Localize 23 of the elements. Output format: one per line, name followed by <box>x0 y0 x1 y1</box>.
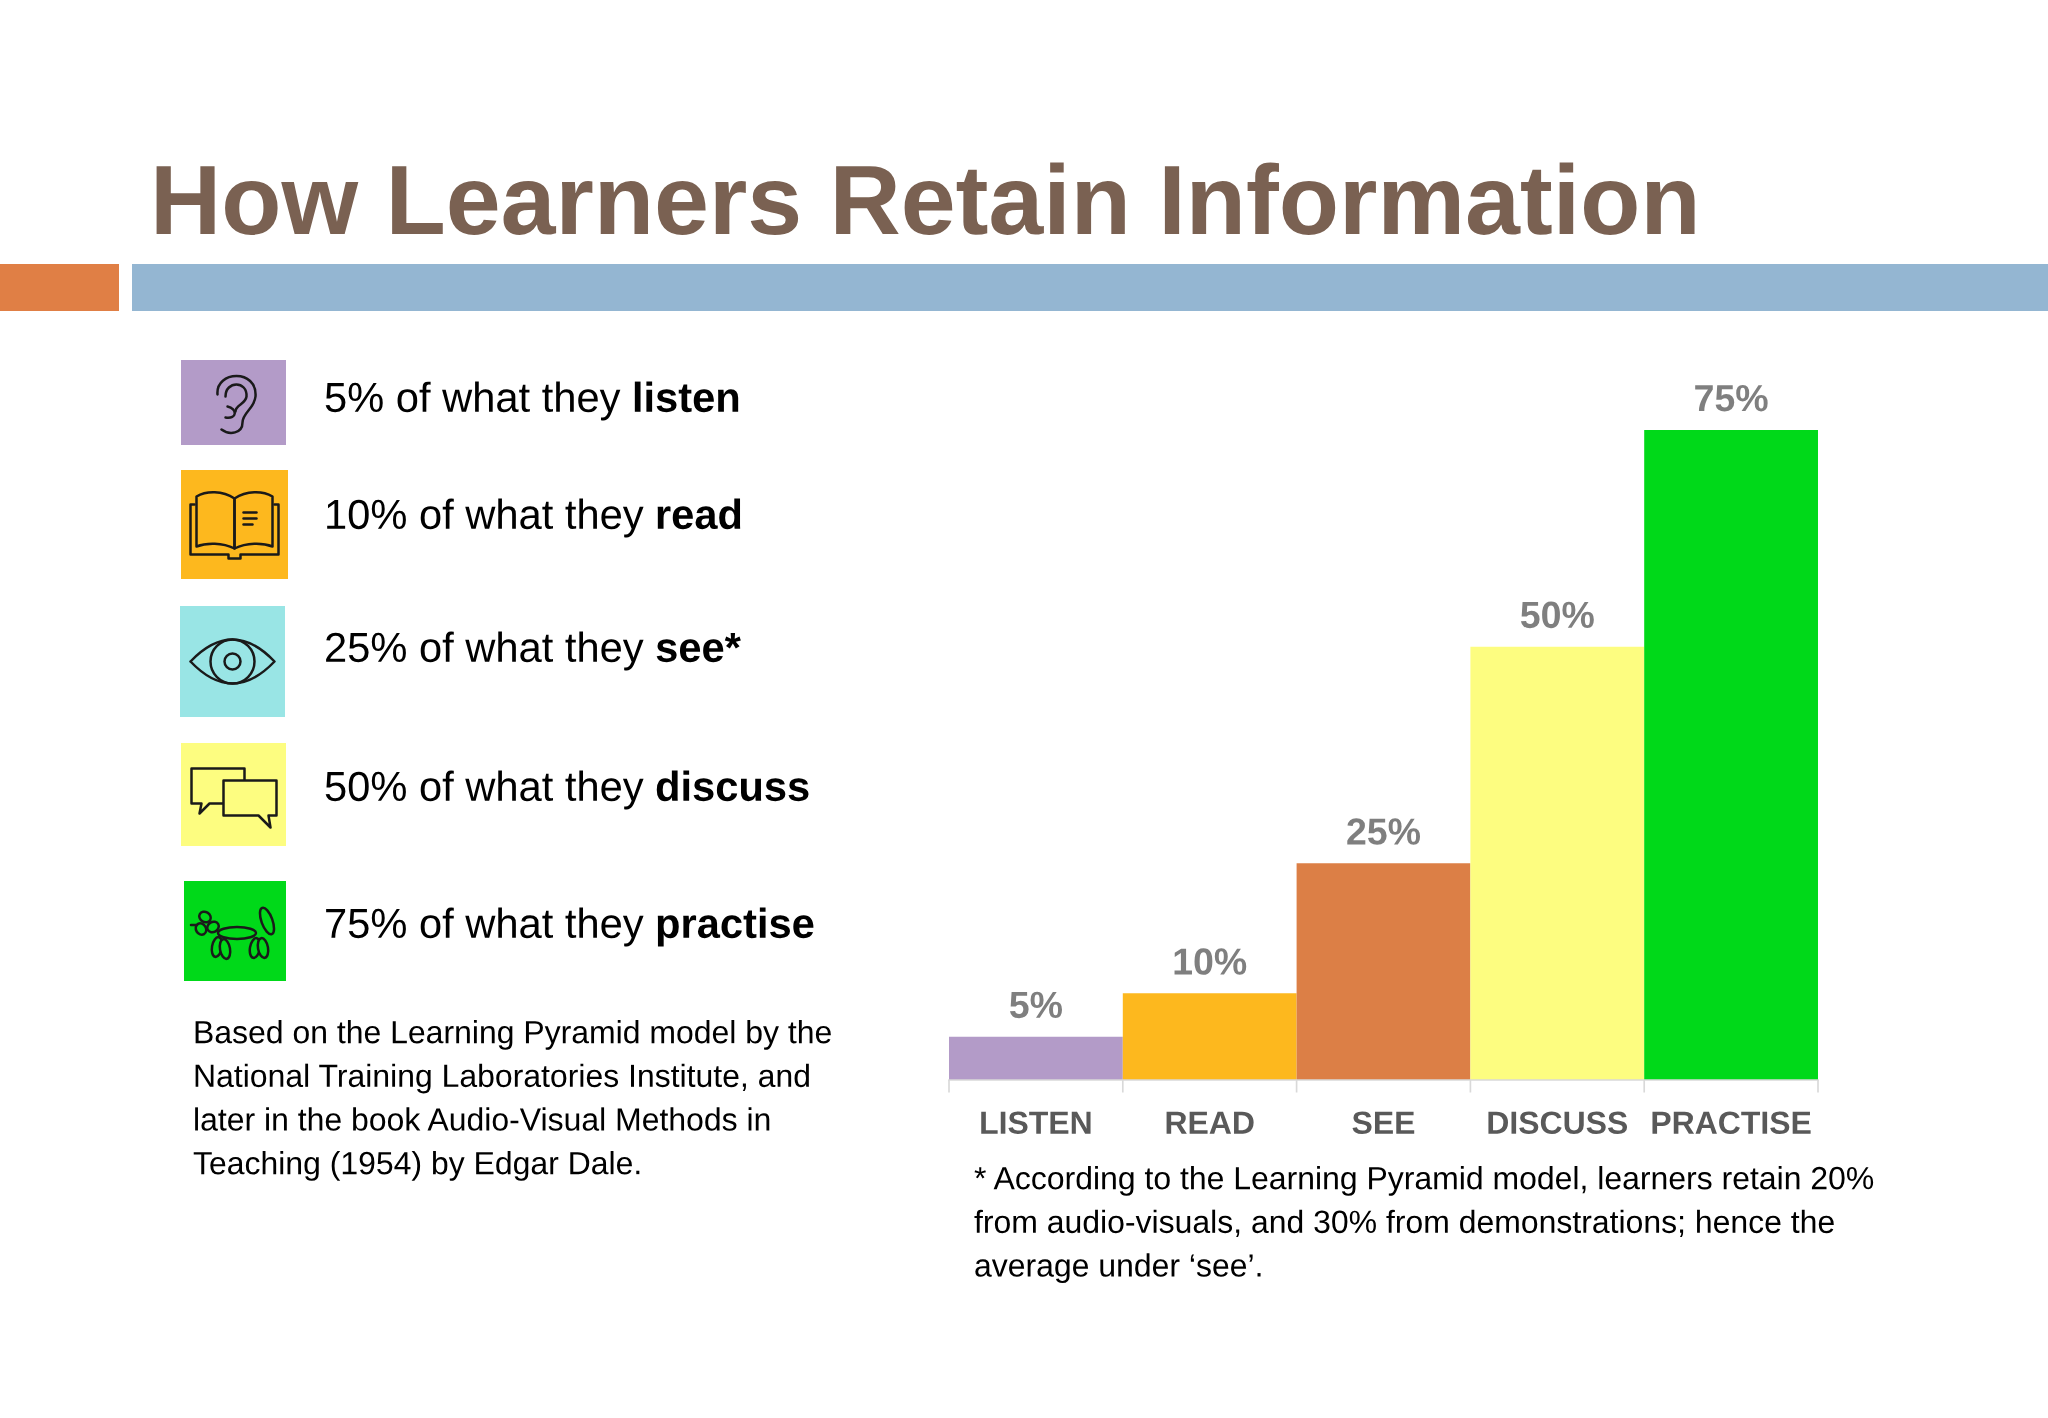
bar <box>949 1036 1123 1080</box>
text: 25% of what they see* <box>326 631 741 671</box>
bar <box>1296 863 1471 1080</box>
bar <box>1122 993 1297 1080</box>
data-label: 75% <box>1695 385 1768 412</box>
bar <box>1644 430 1818 1080</box>
text: Based on the Learning Pyramid model by the National Training Laboratories Institute, and later in the book Audio-Visual Methods in Teaching (1954) by Edgar Dale. <box>193 1020 831 1181</box>
text: 50% of what they discuss <box>325 770 809 810</box>
data-label: 25% <box>1347 818 1421 845</box>
x-tick-label: READ <box>1166 1111 1254 1134</box>
x-tick-label: PRACTISE <box>1652 1111 1811 1135</box>
data-label: 5% <box>1009 991 1063 1019</box>
data-label: 50% <box>1520 601 1594 629</box>
text: 75% of what they practise <box>326 907 814 947</box>
text: 5% of what they listen <box>325 381 739 421</box>
x-tick-label: SEE <box>1352 1111 1415 1135</box>
text: * According to the Learning Pyramid model, learners retain 20% from audio-visuals, and 30% from demonstrations; hence the average under ‘see’. <box>974 1166 1874 1284</box>
bar <box>1470 646 1645 1080</box>
data-label: 10% <box>1174 948 1247 975</box>
text: 10% of what they read <box>327 498 741 538</box>
chart-title: How Learners Retain Information <box>156 162 1695 235</box>
x-tick-label: LISTEN <box>981 1111 1091 1135</box>
x-tick-label: DISCUSS <box>1488 1111 1628 1135</box>
